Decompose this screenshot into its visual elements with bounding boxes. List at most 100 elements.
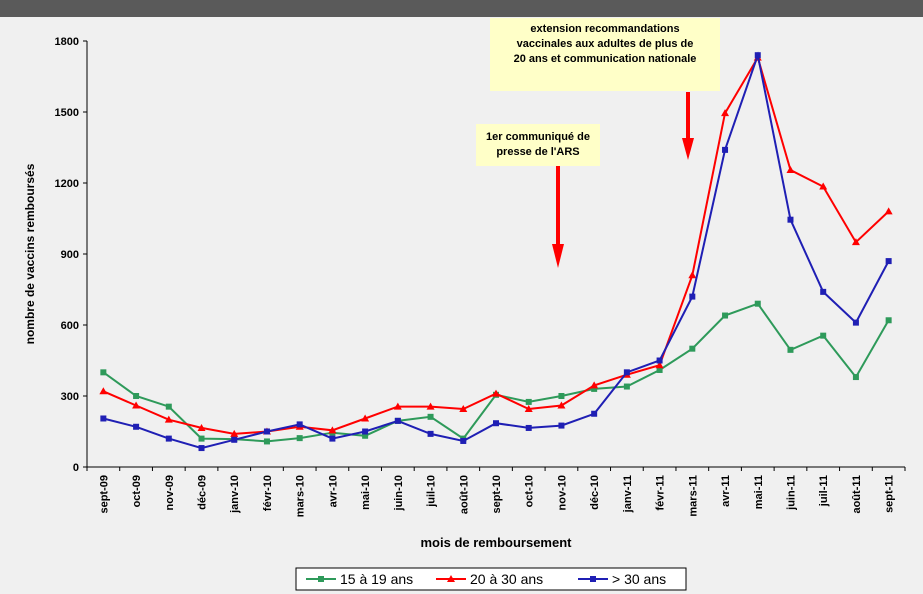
marker: [427, 430, 434, 437]
x-tick-label: févr-11: [655, 475, 667, 510]
marker: [263, 428, 270, 435]
x-tick-label: juil-11: [818, 475, 830, 507]
legend-label: > 30 ans: [612, 571, 666, 587]
marker: [426, 402, 435, 410]
marker: [623, 369, 630, 376]
marker: [132, 401, 141, 409]
x-axis-title: mois de remboursement: [421, 535, 573, 550]
x-tick-label: oct-10: [524, 475, 536, 507]
x-tick-label: sept-09: [98, 475, 110, 514]
marker: [557, 401, 566, 409]
marker: [558, 393, 565, 399]
y-axis-title: nombre de vaccins remboursés: [23, 163, 37, 344]
x-tick-label: mai-11: [753, 475, 765, 509]
annotation-box: [476, 124, 600, 166]
marker: [361, 414, 370, 422]
legend-label: 15 à 19 ans: [340, 571, 413, 587]
marker: [329, 435, 336, 442]
marker: [656, 366, 663, 373]
marker: [722, 146, 729, 153]
marker: [362, 432, 369, 439]
x-tick-label: févr-10: [262, 475, 274, 511]
x-tick-label: avr-10: [327, 475, 339, 507]
x-tick-label: mai-10: [360, 475, 372, 510]
marker: [884, 207, 893, 215]
arrow: [682, 92, 694, 160]
x-tick-label: juin-10: [393, 475, 405, 511]
marker: [99, 387, 108, 395]
legend-marker: [447, 575, 455, 582]
marker: [558, 422, 565, 429]
marker: [525, 424, 532, 431]
marker: [590, 381, 599, 389]
marker: [591, 410, 598, 417]
y-tick-label: 600: [61, 320, 79, 332]
annotation-text: extension recommandations: [530, 23, 679, 35]
marker: [787, 216, 794, 223]
arrow: [552, 166, 564, 268]
marker: [689, 293, 696, 300]
x-tick-label: janv-10: [229, 475, 241, 514]
marker: [722, 312, 729, 319]
x-tick-label: mars-11: [687, 475, 699, 517]
marker: [198, 435, 205, 442]
x-tick-label: août-11: [851, 475, 863, 514]
marker: [362, 428, 369, 435]
legend-marker: [590, 576, 596, 582]
marker: [591, 385, 598, 392]
marker: [852, 374, 859, 381]
marker: [164, 415, 173, 423]
marker: [688, 271, 697, 279]
marker: [885, 258, 892, 265]
legend-marker: [318, 576, 324, 582]
marker: [492, 389, 500, 397]
marker: [754, 300, 761, 307]
x-tick-label: sept-10: [491, 475, 503, 514]
y-tick-label: 300: [61, 391, 79, 403]
marker: [820, 288, 827, 295]
marker: [852, 319, 859, 326]
marker: [460, 437, 467, 444]
marker: [786, 165, 795, 173]
marker: [133, 393, 140, 399]
marker: [655, 361, 664, 369]
marker: [787, 346, 794, 353]
marker: [394, 417, 401, 424]
marker: [525, 398, 532, 405]
x-tick-label: août-10: [458, 475, 470, 514]
marker: [197, 423, 206, 431]
marker: [393, 402, 402, 410]
x-tick-label: mars-10: [295, 475, 307, 517]
x-tick-label: sept-11: [884, 475, 896, 513]
marker: [851, 238, 860, 246]
marker: [820, 332, 827, 339]
legend-label: 20 à 30 ans: [470, 571, 543, 587]
y-tick-label: 1200: [55, 178, 79, 190]
marker: [819, 182, 828, 190]
marker: [165, 435, 172, 442]
marker: [493, 420, 499, 427]
marker: [754, 52, 761, 59]
marker: [100, 415, 107, 422]
x-tick-label: déc-10: [589, 475, 601, 510]
x-tick-label: oct-09: [131, 475, 143, 507]
marker: [427, 413, 434, 420]
x-tick-label: juil-10: [426, 475, 438, 508]
header-bar: [0, 0, 923, 17]
marker: [689, 345, 696, 352]
annotation-text: 1er communiqué de: [486, 131, 590, 143]
annotation-text: 20 ans et communication nationale: [514, 53, 697, 65]
x-tick-label: nov-10: [556, 475, 568, 510]
x-tick-label: juin-11: [785, 475, 797, 511]
marker: [133, 423, 140, 430]
marker: [328, 426, 337, 434]
x-tick-label: janv-11: [622, 475, 634, 513]
annotation-text: presse de l'ARS: [496, 146, 579, 158]
marker: [459, 405, 468, 413]
marker: [231, 436, 238, 443]
annotation-text: vaccinales aux adultes de plus de: [517, 38, 694, 50]
marker: [165, 403, 172, 410]
y-tick-label: 1500: [55, 107, 79, 119]
marker: [296, 435, 303, 442]
